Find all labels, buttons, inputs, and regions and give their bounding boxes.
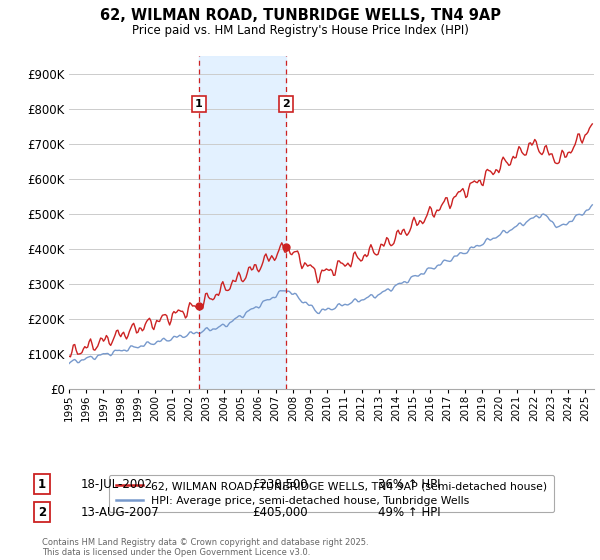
Text: 2: 2 bbox=[38, 506, 46, 519]
Text: 36% ↑ HPI: 36% ↑ HPI bbox=[378, 478, 440, 491]
Legend: 62, WILMAN ROAD, TUNBRIDGE WELLS, TN4 9AP (semi-detached house), HPI: Average pr: 62, WILMAN ROAD, TUNBRIDGE WELLS, TN4 9A… bbox=[109, 475, 554, 512]
Text: Contains HM Land Registry data © Crown copyright and database right 2025.
This d: Contains HM Land Registry data © Crown c… bbox=[42, 538, 368, 557]
Text: 62, WILMAN ROAD, TUNBRIDGE WELLS, TN4 9AP: 62, WILMAN ROAD, TUNBRIDGE WELLS, TN4 9A… bbox=[100, 8, 500, 24]
Text: 18-JUL-2002: 18-JUL-2002 bbox=[81, 478, 153, 491]
Text: Price paid vs. HM Land Registry's House Price Index (HPI): Price paid vs. HM Land Registry's House … bbox=[131, 24, 469, 36]
Text: 1: 1 bbox=[195, 99, 203, 109]
Text: 13-AUG-2007: 13-AUG-2007 bbox=[81, 506, 160, 519]
Text: £238,500: £238,500 bbox=[252, 478, 308, 491]
Text: 49% ↑ HPI: 49% ↑ HPI bbox=[378, 506, 440, 519]
Text: 2: 2 bbox=[283, 99, 290, 109]
Text: £405,000: £405,000 bbox=[252, 506, 308, 519]
Text: 1: 1 bbox=[38, 478, 46, 491]
